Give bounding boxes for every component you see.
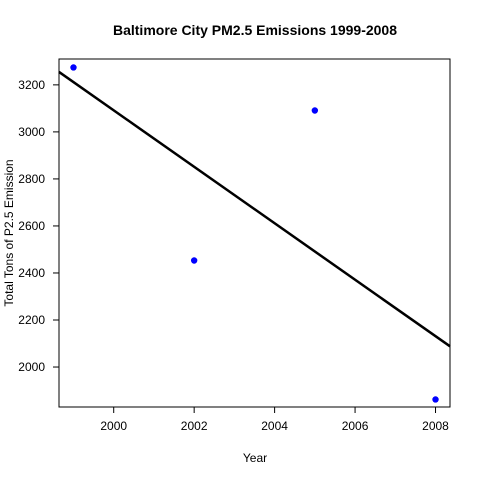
y-tick-label: 2200 bbox=[18, 313, 45, 327]
y-tick-label: 2600 bbox=[18, 219, 45, 233]
chart-title: Baltimore City PM2.5 Emissions 1999-2008 bbox=[113, 22, 397, 38]
trend-line-group bbox=[58, 70, 451, 348]
x-axis-label: Year bbox=[243, 451, 267, 465]
plot-frame bbox=[58, 58, 451, 408]
x-tick-label: 2008 bbox=[422, 419, 449, 433]
data-point bbox=[432, 396, 439, 403]
data-point bbox=[311, 107, 319, 114]
data-point bbox=[190, 257, 198, 264]
y-axis: 2000 2200 2400 2600 2800 3000 3200 bbox=[18, 78, 59, 374]
y-tick-label: 3200 bbox=[18, 78, 45, 92]
data-points bbox=[70, 64, 439, 403]
x-tick-label: 2006 bbox=[342, 419, 369, 433]
trend-line bbox=[58, 70, 451, 348]
y-tick-label: 2400 bbox=[18, 266, 45, 280]
y-tick-label: 2800 bbox=[18, 172, 45, 186]
x-tick-label: 2000 bbox=[100, 419, 127, 433]
x-tick-label: 2002 bbox=[181, 419, 208, 433]
x-tick-label: 2004 bbox=[261, 419, 288, 433]
data-point bbox=[70, 64, 77, 71]
y-axis-label: Total Tons of P2.5 Emission bbox=[2, 159, 16, 306]
y-tick-label: 2000 bbox=[18, 360, 45, 374]
y-tick-label: 3000 bbox=[18, 125, 45, 139]
x-axis: 2000 2002 2004 2006 2008 bbox=[100, 407, 449, 433]
